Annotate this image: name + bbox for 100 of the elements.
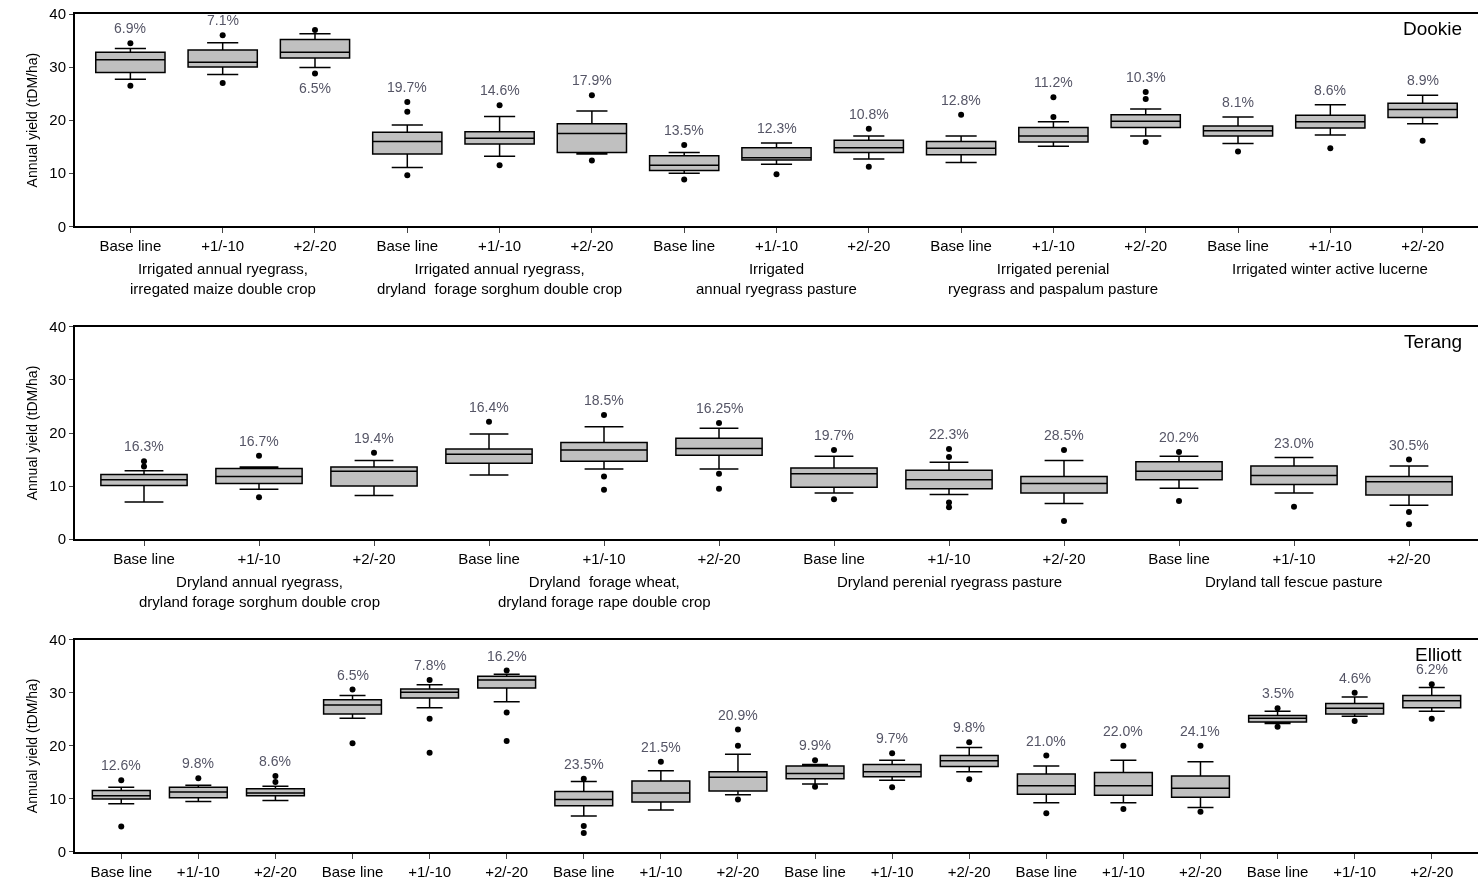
x-tick-label: +2/-20 xyxy=(1042,550,1086,568)
text: 21.5% xyxy=(641,739,681,755)
text: Dryland forage wheat, dryland forage rape double crop xyxy=(498,573,711,610)
y-tick-label: 0 xyxy=(57,530,66,548)
text: 9.9% xyxy=(799,737,831,753)
y-axis-title: Annual yield (tDM/ha) xyxy=(24,678,41,814)
text: 12.6% xyxy=(101,757,141,773)
x-tick-label: Base line xyxy=(1148,550,1210,568)
text: 16.7% xyxy=(239,433,279,449)
text: 10.8% xyxy=(849,106,889,122)
y-tick-label: 20 xyxy=(49,424,66,442)
x-tick-label: Base line xyxy=(653,237,716,255)
text: 28.5% xyxy=(1044,427,1084,443)
x-tick-label: Base line xyxy=(1015,863,1078,880)
text: Dryland perenial ryegrass pasture xyxy=(837,573,1063,590)
x-tick-label: +2/-20 xyxy=(1124,237,1168,255)
x-tick-label: +1/-10 xyxy=(1308,237,1352,255)
x-tick-label: +2/-20 xyxy=(947,863,991,880)
text: Irrigated perenial ryegrass and paspalum pasture xyxy=(948,260,1159,297)
x-tick-label: Base line xyxy=(90,863,153,880)
text: 21.0% xyxy=(1026,733,1066,749)
text: 13.5% xyxy=(664,122,704,138)
x-tick-label: +2/-20 xyxy=(716,863,760,880)
text: 8.1% xyxy=(1222,94,1254,110)
text: 7.1% xyxy=(207,12,239,28)
x-tick-label: +1/-10 xyxy=(201,237,245,255)
x-tick-label: +1/-10 xyxy=(408,863,452,880)
x-tick-label: Base line xyxy=(803,550,865,568)
text: 16.4% xyxy=(469,399,509,415)
x-tick-label: +1/-10 xyxy=(755,237,798,255)
x-tick-label: Base line xyxy=(784,863,846,880)
text: 17.9% xyxy=(572,72,612,88)
x-tick-label: +2/-20 xyxy=(570,237,614,255)
text: 8.6% xyxy=(1314,82,1346,98)
x-tick-label: Base line xyxy=(1207,237,1269,255)
text: 20.9% xyxy=(718,707,758,723)
text: Irrigated winter active lucerne xyxy=(1232,260,1428,277)
text: 14.6% xyxy=(480,82,520,98)
text: 19.4% xyxy=(354,430,394,446)
x-tick-label: +2/-20 xyxy=(1179,863,1222,880)
x-tick-label: +1/-10 xyxy=(1101,863,1145,880)
text: Dryland annual ryegrass, dryland forage sorghum double crop xyxy=(139,573,380,610)
text: 16.25% xyxy=(696,400,744,416)
x-tick-label: +1/-10 xyxy=(582,550,626,568)
x-tick-label: Base line xyxy=(376,237,439,255)
x-tick-label: Base line xyxy=(930,237,992,255)
text: 6.9% xyxy=(114,20,146,36)
x-tick-label: +1/-10 xyxy=(927,550,971,568)
x-tick-label: +1/-10 xyxy=(870,863,914,880)
x-tick-label: +2/-20 xyxy=(293,237,337,255)
text: 3.5% xyxy=(1262,685,1294,701)
x-tick-label: +2/-20 xyxy=(1401,237,1445,255)
x-tick-label: +1/-10 xyxy=(1031,237,1075,255)
x-tick-label: +2/-20 xyxy=(1410,863,1454,880)
y-axis-title: Annual yield (tDM/ha) xyxy=(24,365,41,501)
text: 19.7% xyxy=(387,79,427,95)
y-tick-label: 30 xyxy=(49,684,66,702)
text: 22.0% xyxy=(1103,723,1143,739)
x-tick-label: Base line xyxy=(458,550,520,568)
y-tick-label: 0 xyxy=(57,217,66,235)
text: 12.8% xyxy=(941,92,981,108)
y-tick-label: 40 xyxy=(49,5,66,23)
text: 10.3% xyxy=(1126,69,1166,85)
x-tick-label: Base line xyxy=(1246,863,1309,880)
y-tick-label: 0 xyxy=(57,843,66,861)
text: 4.6% xyxy=(1339,670,1371,686)
y-axis-title: Annual yield (tDM/ha) xyxy=(24,52,41,188)
x-tick-label: +2/-20 xyxy=(253,863,297,880)
y-tick-label: 10 xyxy=(49,164,66,182)
text: 16.3% xyxy=(124,438,164,454)
x-tick-label: +1/-10 xyxy=(1333,863,1377,880)
text: 30.5% xyxy=(1389,437,1429,453)
y-tick-label: 20 xyxy=(49,737,66,755)
text: 22.3% xyxy=(929,426,969,442)
x-tick-label: +1/-10 xyxy=(639,863,683,880)
text: 7.8% xyxy=(414,657,446,673)
x-tick-label: +2/-20 xyxy=(1387,550,1431,568)
text: 12.3% xyxy=(757,120,797,136)
x-tick-label: +2/-20 xyxy=(697,550,741,568)
text: Irrigated annual ryegrass, irregated maize double crop xyxy=(130,260,316,297)
chart-title: Terang xyxy=(1404,331,1463,352)
x-tick-label: Base line xyxy=(321,863,384,880)
y-tick-label: 30 xyxy=(49,371,66,389)
x-tick-label: +1/-10 xyxy=(176,863,220,880)
text: 6.5% xyxy=(299,80,331,96)
text: 23.5% xyxy=(564,756,604,772)
text: 20.2% xyxy=(1159,429,1199,445)
y-tick-label: 20 xyxy=(49,111,66,129)
text: 8.6% xyxy=(259,753,291,769)
x-tick-label: +2/-20 xyxy=(485,863,529,880)
text: 9.7% xyxy=(876,730,908,746)
text: Irrigated annual ryegrass pasture xyxy=(696,260,857,297)
text: 6.5% xyxy=(337,667,369,683)
chart-title: Dookie xyxy=(1403,18,1463,39)
x-tick-label: Base line xyxy=(99,237,162,255)
y-tick-label: 40 xyxy=(49,630,66,648)
x-tick-label: +2/-20 xyxy=(847,237,891,255)
y-tick-label: 30 xyxy=(49,58,66,76)
text: 19.7% xyxy=(814,427,854,443)
y-tick-label: 40 xyxy=(49,318,66,336)
